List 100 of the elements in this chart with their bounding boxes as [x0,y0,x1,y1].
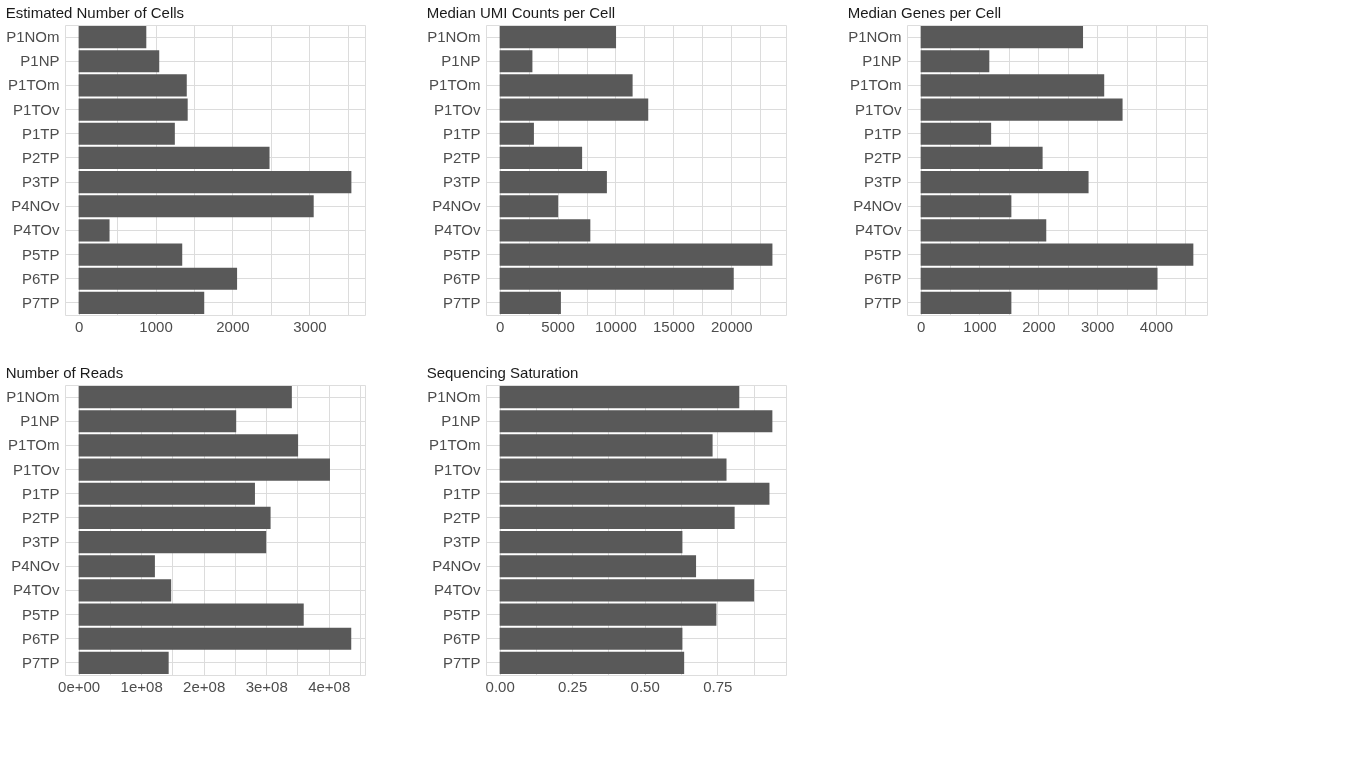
bar [499,291,561,315]
x-tick-label: 4e+08 [308,677,351,695]
x-tick-label: 5000 [541,317,575,335]
bar [499,506,735,530]
bar [499,410,773,433]
y-tick-label: P4TOv [13,221,60,239]
y-tick-label: P1TOv [13,460,60,478]
x-tick-label: 4000 [1139,317,1174,335]
bar [499,385,740,409]
bar [78,50,160,73]
y-tick-label: P1NOm [848,28,902,46]
x-tick-label: 0 [916,317,926,335]
bar [78,482,255,505]
y-tick-label: P4NOv [432,557,481,575]
bar [920,50,990,73]
y-tick-label: P3TP [21,533,60,551]
y-tick-label: P1TOv [434,100,481,118]
y-tick-label: P1TOm [429,76,481,94]
chart-title: Number of Reads [5,364,124,381]
y-tick-label: P1TP [442,124,481,142]
y-tick-label: P1TP [442,484,481,502]
y-tick-label: P1TOm [8,76,60,94]
bar [920,25,1084,49]
y-tick-label: P6TP [442,629,481,647]
y-tick-label: P4NOv [432,197,481,215]
y-tick-label: P7TP [21,653,60,671]
x-tick-label: 1000 [139,317,173,335]
bar [499,267,734,290]
x-tick-label: 1e+08 [120,677,163,695]
chart-title: Estimated Number of Cells [5,4,185,21]
x-tick-label: 3000 [293,317,327,335]
bar [499,627,683,650]
bar [920,146,1043,170]
y-tick-label: P6TP [442,269,481,287]
x-tick-label: 3000 [1080,317,1115,335]
bar [78,530,267,554]
bar [78,146,270,170]
bar [920,195,1012,218]
y-tick-label: P5TP [442,245,481,263]
x-tick-label: 2000 [216,317,250,335]
chart-title: Median Genes per Cell [847,4,1002,21]
y-tick-label: P1TOm [429,436,481,454]
y-tick-label: P7TP [21,293,60,311]
bar [78,410,237,433]
y-tick-label: P4NOv [11,197,60,215]
x-tick-label: 0.50 [630,677,660,695]
y-tick-label: P2TP [21,508,60,526]
chart-title: Median UMI Counts per Cell [426,4,616,21]
y-tick-label: P4NOv [853,197,902,215]
y-tick-label: P3TP [21,173,60,191]
x-tick-label: 1000 [963,317,997,335]
y-tick-label: P1TOv [434,460,481,478]
bar [499,195,559,218]
bar [78,506,271,530]
y-tick-label: P1NP [441,52,481,70]
bar [78,627,352,650]
bar [920,267,1158,290]
bar [78,267,238,290]
y-tick-label: P1NOm [6,388,60,406]
bar [78,651,169,675]
x-tick-label: 0 [495,317,505,335]
x-tick-label: 2000 [1022,317,1056,335]
y-tick-label: P2TP [442,508,481,526]
x-tick-label: 20000 [710,317,753,335]
y-tick-label: P1NP [20,52,60,70]
chart-title: Sequencing Saturation [426,364,579,381]
bar [499,50,533,73]
y-tick-label: P1TOv [13,100,60,118]
bar [78,291,205,315]
bar [78,555,155,578]
y-tick-label: P6TP [21,269,60,287]
y-tick-label: P1NOm [6,28,60,46]
y-tick-label: P3TP [863,173,902,191]
bar [499,482,770,505]
y-tick-label: P1NP [862,52,902,70]
y-tick-label: P6TP [21,629,60,647]
bar [920,170,1089,194]
y-tick-label: P1NOm [427,28,481,46]
y-tick-label: P3TP [442,173,481,191]
y-tick-label: P5TP [863,245,902,263]
x-tick-label: 2e+08 [183,677,226,695]
y-tick-label: P1TP [21,124,60,142]
y-tick-label: P4TOv [434,221,481,239]
bar [499,170,607,194]
x-tick-label: 0.00 [485,677,515,695]
y-tick-label: P1TOv [855,100,902,118]
x-tick-label: 0.25 [558,677,588,695]
y-tick-label: P1TP [863,124,902,142]
bar [499,122,534,145]
y-tick-label: P7TP [442,293,481,311]
x-tick-label: 10000 [595,317,637,335]
y-tick-label: P2TP [21,148,60,166]
y-tick-label: P2TP [442,148,481,166]
bar [78,122,175,145]
y-tick-label: P4TOv [855,221,902,239]
bar [78,25,147,49]
bar [499,651,685,675]
y-tick-label: P5TP [442,605,481,623]
y-tick-label: P3TP [442,533,481,551]
bar [920,122,992,145]
